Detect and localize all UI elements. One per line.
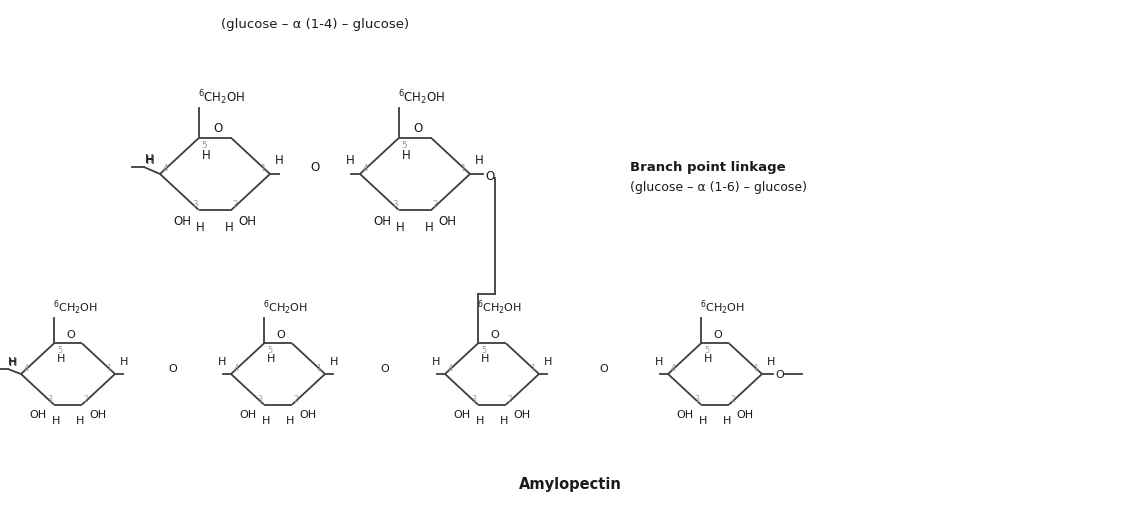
Text: H: H [475, 154, 484, 166]
Text: H: H [201, 149, 210, 162]
Text: 5: 5 [402, 141, 407, 150]
Text: 1: 1 [753, 363, 758, 372]
Text: H: H [480, 354, 490, 364]
Text: H: H [402, 149, 411, 162]
Text: H: H [396, 220, 405, 233]
Text: H: H [426, 220, 434, 233]
Text: O: O [310, 161, 319, 174]
Text: O: O [276, 330, 285, 340]
Text: OH: OH [677, 409, 694, 419]
Text: H: H [225, 220, 233, 233]
Text: H: H [699, 415, 707, 425]
Text: $^6$CH$_2$OH: $^6$CH$_2$OH [477, 298, 522, 316]
Text: H: H [500, 415, 508, 425]
Text: H: H [267, 354, 276, 364]
Text: H: H [286, 415, 294, 425]
Text: Amylopectin: Amylopectin [518, 476, 621, 491]
Text: O: O [381, 363, 389, 373]
Text: H: H [704, 354, 713, 364]
Text: 4: 4 [672, 363, 676, 372]
Text: 2: 2 [293, 394, 299, 403]
Text: OH: OH [174, 214, 191, 228]
Text: 3: 3 [257, 394, 263, 403]
Text: 1: 1 [316, 363, 321, 372]
Text: OH: OH [373, 214, 391, 228]
Text: OH: OH [89, 409, 106, 419]
Text: H: H [76, 415, 85, 425]
Text: 5: 5 [480, 346, 486, 355]
Text: OH: OH [736, 409, 753, 419]
Text: OH: OH [299, 409, 316, 419]
Text: H: H [8, 356, 16, 366]
Text: 2: 2 [84, 394, 88, 403]
Text: 1: 1 [461, 164, 466, 173]
Text: 3: 3 [392, 200, 397, 208]
Text: 4: 4 [448, 363, 453, 372]
Text: H: H [120, 356, 128, 366]
Text: H: H [723, 415, 731, 425]
Text: H: H [545, 356, 553, 366]
Text: 3: 3 [48, 394, 53, 403]
Text: OH: OH [240, 409, 257, 419]
Text: H: H [9, 357, 17, 367]
Text: (glucose – α (1-6) – glucose): (glucose – α (1-6) – glucose) [630, 181, 807, 194]
Text: 1: 1 [530, 363, 535, 372]
Text: H: H [347, 154, 355, 166]
Text: 3: 3 [472, 394, 477, 403]
Text: H: H [145, 153, 154, 165]
Text: O: O [774, 369, 784, 379]
Text: 2: 2 [432, 200, 438, 208]
Text: H: H [766, 356, 776, 366]
Text: OH: OH [30, 409, 47, 419]
Text: 5: 5 [704, 346, 709, 355]
Text: 1: 1 [106, 363, 111, 372]
Text: (glucose – α (1-4) – glucose): (glucose – α (1-4) – glucose) [221, 18, 410, 31]
Text: $^6$CH$_2$OH: $^6$CH$_2$OH [263, 298, 308, 316]
Text: O: O [713, 330, 722, 340]
Text: $^6$CH$_2$OH: $^6$CH$_2$OH [397, 88, 445, 107]
Text: Branch point linkage: Branch point linkage [630, 161, 786, 174]
Text: O: O [213, 122, 222, 135]
Text: 4: 4 [24, 363, 29, 372]
Text: 4: 4 [162, 164, 168, 173]
Text: H: H [476, 415, 484, 425]
Text: O: O [413, 122, 422, 135]
Text: H: H [196, 220, 205, 233]
Text: 2: 2 [730, 394, 736, 403]
Text: 4: 4 [235, 363, 239, 372]
Text: H: H [329, 356, 339, 366]
Text: OH: OH [454, 409, 471, 419]
Text: H: H [217, 356, 227, 366]
Text: 2: 2 [232, 200, 238, 208]
Text: $^6$CH$_2$OH: $^6$CH$_2$OH [700, 298, 745, 316]
Text: O: O [485, 170, 494, 183]
Text: H: H [262, 415, 270, 425]
Text: 5: 5 [201, 141, 207, 150]
Text: O: O [490, 330, 499, 340]
Text: OH: OH [514, 409, 530, 419]
Text: OH: OH [238, 214, 256, 228]
Text: H: H [146, 154, 154, 166]
Text: O: O [66, 330, 74, 340]
Text: $^6$CH$_2$OH: $^6$CH$_2$OH [198, 88, 245, 107]
Text: OH: OH [438, 214, 456, 228]
Text: $^6$CH$_2$OH: $^6$CH$_2$OH [53, 298, 98, 316]
Text: 3: 3 [694, 394, 700, 403]
Text: 1: 1 [261, 164, 267, 173]
Text: H: H [57, 354, 65, 364]
Text: 5: 5 [57, 346, 62, 355]
Text: O: O [168, 363, 177, 373]
Text: 2: 2 [507, 394, 513, 403]
Text: 4: 4 [363, 164, 368, 173]
Text: H: H [431, 356, 440, 366]
Text: H: H [654, 356, 664, 366]
Text: 3: 3 [192, 200, 198, 208]
Text: 5: 5 [267, 346, 272, 355]
Text: H: H [275, 154, 284, 166]
Text: O: O [599, 363, 607, 373]
Text: H: H [51, 415, 61, 425]
